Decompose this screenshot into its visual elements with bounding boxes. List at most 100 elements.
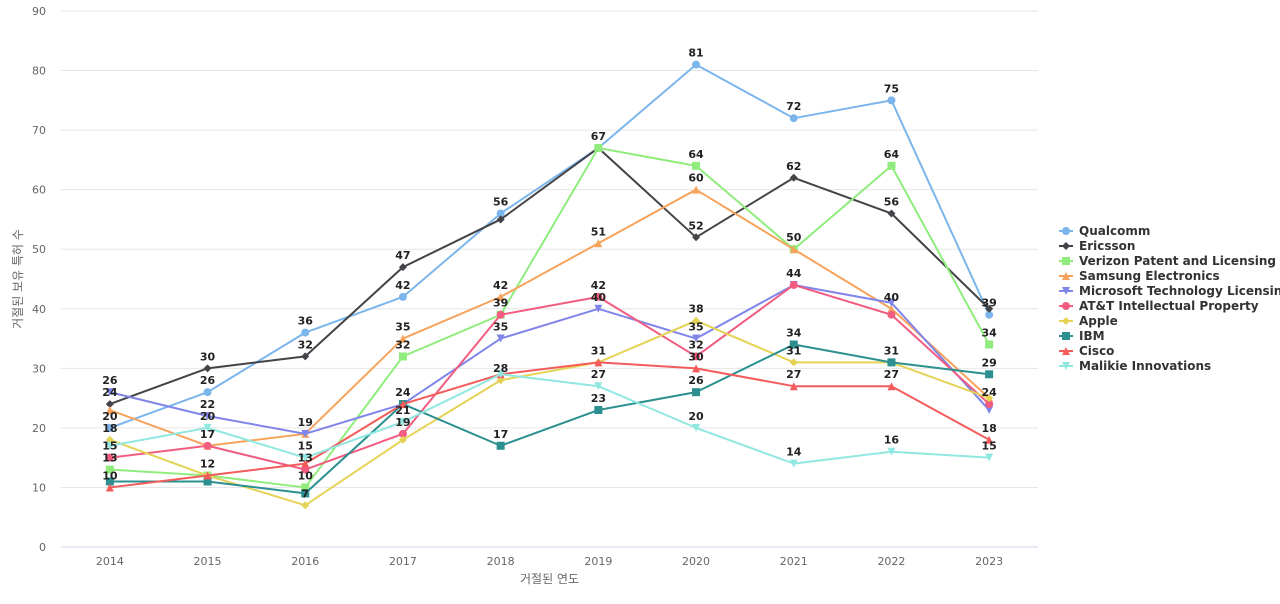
- y-tick-label: 20: [32, 422, 46, 435]
- series-line: [109, 343, 990, 495]
- data-label: 64: [688, 148, 704, 161]
- series-line: [109, 146, 990, 406]
- data-point: [985, 406, 994, 415]
- data-label: 27: [591, 368, 606, 381]
- legend-label: Verizon Patent and Licensing: [1079, 254, 1276, 268]
- data-point: [692, 364, 701, 373]
- data-point: [887, 161, 896, 170]
- legend-item[interactable]: Cisco: [1059, 344, 1114, 358]
- data-label: 26: [200, 374, 216, 387]
- data-label: 27: [786, 368, 801, 381]
- legend-item[interactable]: Malikie Innovations: [1059, 359, 1211, 373]
- data-label: 19: [298, 416, 313, 429]
- data-label: 40: [591, 291, 607, 304]
- data-point: [398, 400, 407, 409]
- data-label: 67: [591, 130, 606, 143]
- data-label: 10: [102, 469, 118, 482]
- data-point: [105, 406, 114, 415]
- data-label: 27: [884, 368, 899, 381]
- legend-marker: [1062, 287, 1070, 295]
- data-label: 13: [102, 452, 117, 465]
- legend-label: Apple: [1079, 314, 1118, 328]
- legend-marker: [1062, 317, 1070, 325]
- y-tick-label: 10: [32, 481, 46, 494]
- data-point: [985, 394, 994, 403]
- data-label: 24: [395, 386, 411, 399]
- data-label: 35: [395, 321, 410, 334]
- legend-item[interactable]: Samsung Electronics: [1059, 269, 1220, 283]
- legend-marker: [1062, 227, 1070, 235]
- series-line: [109, 283, 990, 435]
- data-point: [985, 400, 994, 409]
- data-point: [398, 435, 407, 444]
- data-labels: 2624201815131030262220171236321915131074…: [102, 47, 997, 501]
- data-label: 15: [298, 440, 313, 453]
- data-point: [203, 411, 212, 420]
- legend-label: Cisco: [1079, 344, 1114, 358]
- data-point: [105, 465, 114, 474]
- data-point: [789, 459, 798, 468]
- data-point: [594, 292, 603, 301]
- data-label: 28: [493, 362, 508, 375]
- series-3: [105, 185, 994, 450]
- series-4: [105, 280, 994, 438]
- legend-item[interactable]: AT&T Intellectual Property: [1059, 299, 1259, 313]
- legend-item[interactable]: Apple: [1059, 314, 1118, 328]
- data-point: [105, 483, 114, 492]
- data-point: [985, 453, 994, 462]
- data-label: 31: [591, 344, 606, 357]
- data-point: [789, 358, 798, 367]
- data-label: 75: [884, 82, 899, 95]
- series-5: [105, 280, 994, 474]
- data-point: [301, 489, 310, 498]
- x-tick-label: 2020: [682, 555, 710, 568]
- data-label: 44: [786, 267, 802, 280]
- data-label: 30: [200, 350, 216, 363]
- data-label: 26: [688, 374, 704, 387]
- series-2: [105, 143, 994, 492]
- data-label: 35: [493, 321, 508, 334]
- data-label: 7: [301, 487, 309, 500]
- data-point: [496, 310, 505, 319]
- data-point: [887, 382, 896, 391]
- legend-label: Microsoft Technology Licensing: [1079, 284, 1280, 298]
- data-label: 52: [688, 219, 703, 232]
- data-point: [105, 400, 114, 409]
- data-point: [105, 441, 114, 450]
- y-axis-title: 거절된 보유 특허 수: [11, 229, 25, 329]
- data-point: [789, 114, 798, 123]
- data-point: [594, 358, 603, 367]
- data-point: [203, 471, 212, 480]
- legend-item[interactable]: Microsoft Technology Licensing: [1059, 284, 1280, 298]
- data-label: 38: [688, 303, 703, 316]
- data-label: 32: [688, 338, 703, 351]
- legend-item[interactable]: Verizon Patent and Licensing: [1059, 254, 1276, 268]
- legend-item[interactable]: Ericsson: [1059, 239, 1135, 253]
- data-point: [887, 304, 896, 313]
- data-point: [594, 239, 603, 248]
- series-line: [109, 188, 990, 447]
- legend-label: Malikie Innovations: [1079, 359, 1211, 373]
- data-point: [496, 292, 505, 301]
- x-tick-label: 2022: [877, 555, 905, 568]
- legend-item[interactable]: Qualcomm: [1059, 224, 1150, 238]
- data-label: 56: [493, 195, 509, 208]
- data-point: [301, 352, 310, 361]
- data-label: 32: [395, 338, 410, 351]
- data-label: 15: [981, 440, 996, 453]
- data-label: 34: [981, 327, 997, 340]
- data-point: [692, 352, 701, 361]
- data-label: 22: [200, 398, 215, 411]
- data-label: 31: [786, 344, 801, 357]
- data-point: [496, 370, 505, 379]
- data-point: [496, 441, 505, 450]
- data-label: 26: [102, 374, 118, 387]
- legend-marker: [1062, 332, 1070, 340]
- y-tick-label: 50: [32, 243, 46, 256]
- data-point: [301, 483, 310, 492]
- legend-item[interactable]: IBM: [1059, 329, 1105, 343]
- data-point: [789, 245, 798, 254]
- data-label: 24: [102, 386, 118, 399]
- data-point: [985, 340, 994, 349]
